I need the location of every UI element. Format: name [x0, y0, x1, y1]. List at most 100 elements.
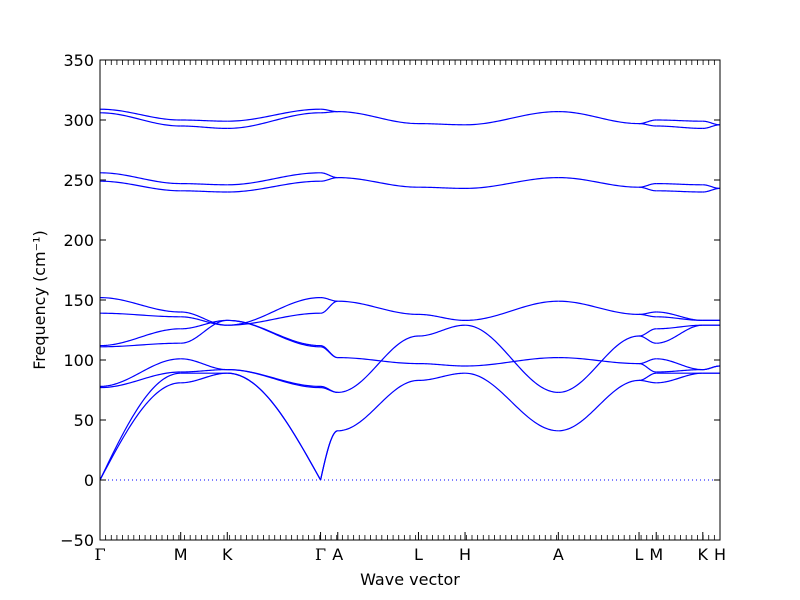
y-tick-label: 250 — [63, 171, 94, 190]
band-3-3 — [320, 385, 338, 393]
band-0-10 — [99, 112, 181, 127]
band-9-4 — [656, 324, 703, 344]
band-6-0 — [465, 372, 559, 432]
band-1-9 — [180, 183, 228, 186]
band-8-7 — [639, 311, 657, 315]
y-tick-label: −50 — [60, 531, 94, 550]
x-tick-label: H — [459, 545, 471, 564]
band-5-4 — [418, 186, 466, 189]
band-4-1 — [337, 335, 419, 393]
band-3-9 — [320, 172, 338, 179]
x-tick-label: M — [174, 545, 188, 564]
x-tick-label: A — [332, 545, 343, 564]
band-0-8 — [99, 180, 181, 192]
band-1-0 — [180, 372, 228, 384]
band-5-5 — [418, 123, 466, 126]
band-1-10 — [180, 125, 228, 129]
y-axis-label: Frequency (cm⁻¹) — [30, 230, 49, 369]
band-9-0 — [656, 372, 703, 384]
x-tick-label: L — [414, 545, 423, 564]
band-2-9 — [227, 172, 321, 186]
band-3-7 — [320, 297, 338, 302]
band-8-9 — [639, 183, 657, 188]
band-0-5 — [99, 328, 181, 347]
y-tick-label: 0 — [84, 471, 94, 490]
band-0-7 — [99, 297, 181, 313]
band-8-5 — [639, 328, 657, 337]
x-tick-label: M — [649, 545, 663, 564]
band-1-11 — [180, 119, 228, 122]
band-0-3 — [99, 358, 181, 387]
band-3-6 — [320, 300, 338, 314]
band-8-0 — [639, 379, 657, 384]
band-1-3 — [180, 358, 228, 371]
band-2-1 — [227, 372, 322, 481]
y-tick-label: 350 — [63, 51, 94, 70]
band-0-9 — [99, 172, 181, 185]
x-tick-label: A — [553, 545, 564, 564]
band-1-2 — [180, 369, 228, 373]
band-2-11 — [227, 108, 321, 122]
band-3-5 — [320, 345, 338, 359]
band-4-3 — [337, 300, 419, 315]
band-2-7 — [227, 297, 321, 326]
band-8-4 — [639, 335, 657, 344]
band-9-8 — [656, 190, 703, 193]
band-5-2 — [418, 363, 466, 367]
band-10-11 — [702, 120, 721, 126]
band-7-1 — [558, 335, 640, 393]
y-tick-label: 50 — [74, 411, 94, 430]
band-10-3 — [702, 365, 721, 371]
band-1-7 — [180, 311, 228, 326]
band-4-5 — [337, 111, 419, 125]
x-tick-label: H — [714, 545, 726, 564]
band-3-1 — [319, 430, 338, 481]
band-0-1 — [99, 372, 181, 481]
band-9-5 — [656, 324, 703, 330]
plot-area — [99, 108, 721, 481]
band-1-8 — [180, 190, 228, 193]
band-2-10 — [227, 112, 321, 129]
band-2-6 — [227, 312, 321, 326]
band-3-11 — [320, 108, 338, 113]
y-tick-label: 100 — [63, 351, 94, 370]
band-8-1 — [639, 372, 657, 381]
x-tick-label: Γ — [94, 545, 105, 564]
band-4-0 — [337, 379, 419, 432]
band-0-11 — [99, 108, 181, 121]
band-2-8 — [227, 180, 321, 193]
band-0-6 — [99, 312, 181, 318]
x-axis-label: Wave vector — [360, 570, 460, 589]
band-0-4 — [99, 342, 181, 348]
band-1-5 — [180, 319, 228, 330]
x-tick-label: K — [698, 545, 709, 564]
band-8-11 — [639, 119, 657, 125]
band-0-2 — [99, 371, 181, 389]
y-tick-label: 150 — [63, 291, 94, 310]
band-10-9 — [702, 184, 721, 189]
band-9-9 — [656, 183, 703, 186]
band-7-2 — [558, 357, 640, 365]
band-7-0 — [558, 379, 640, 432]
band-4-2 — [337, 357, 419, 365]
x-tick-label: K — [222, 545, 233, 564]
band-7-4 — [558, 177, 640, 188]
band-6-5 — [465, 111, 559, 126]
band-9-10 — [656, 125, 703, 129]
band-9-7 — [656, 311, 703, 321]
y-tick-label: 200 — [63, 231, 94, 250]
band-0-0 — [99, 382, 181, 481]
band-6-3 — [465, 300, 559, 321]
band-7-3 — [558, 300, 640, 315]
band-9-3 — [656, 358, 703, 371]
band-4-4 — [337, 177, 419, 188]
band-2-3 — [227, 369, 321, 387]
band-1-4 — [180, 319, 228, 344]
band-2-5 — [227, 319, 321, 347]
x-tick-label: L — [635, 545, 644, 564]
y-tick-label: 300 — [63, 111, 94, 130]
band-6-1 — [465, 324, 559, 393]
